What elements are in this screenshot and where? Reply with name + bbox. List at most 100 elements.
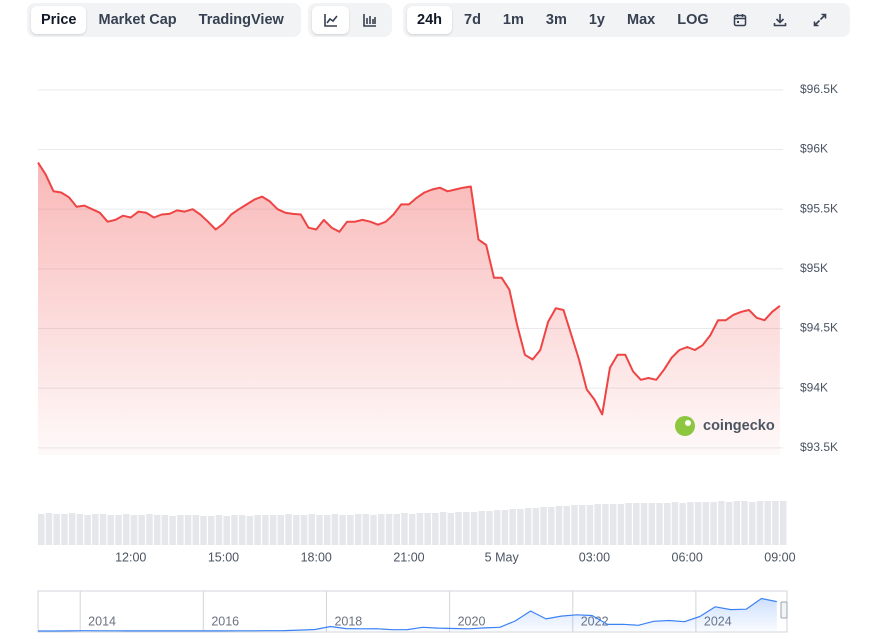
volume-bar bbox=[725, 502, 733, 545]
line-chart-button[interactable] bbox=[312, 6, 349, 34]
download-icon bbox=[773, 14, 786, 27]
x-tick-label: 2020 bbox=[458, 614, 486, 628]
chart-style-tabs bbox=[308, 3, 392, 37]
volume-bar bbox=[748, 502, 756, 545]
tab-button[interactable]: 1y bbox=[588, 12, 605, 28]
volume-bar bbox=[238, 515, 246, 545]
x-tick-label: 18:00 bbox=[301, 550, 332, 564]
volume-bar bbox=[293, 515, 300, 545]
volume-bar bbox=[76, 514, 84, 545]
range-buttons: 24h 7d 1m 3m 1y Max LOG bbox=[407, 6, 719, 34]
y-tick-label: $93.5K bbox=[800, 440, 838, 454]
volume-bar bbox=[455, 512, 462, 545]
volume-bar bbox=[153, 515, 161, 545]
volume-bar bbox=[408, 514, 416, 545]
volume-bar bbox=[609, 504, 617, 545]
volume-bar bbox=[694, 502, 702, 545]
volume-bar bbox=[107, 515, 115, 545]
volume-bar bbox=[354, 514, 362, 545]
area bbox=[38, 162, 780, 455]
volume-bar bbox=[68, 513, 76, 545]
volume-bar bbox=[146, 514, 153, 545]
volume-bar bbox=[486, 511, 493, 545]
volume-bar bbox=[316, 515, 323, 545]
x-tick-label: 2014 bbox=[88, 614, 116, 628]
candle-chart-button[interactable] bbox=[351, 6, 388, 34]
tab-button[interactable]: 24h bbox=[407, 6, 452, 34]
tab-button[interactable]: Price bbox=[31, 6, 87, 34]
fullscreen-button[interactable] bbox=[801, 6, 839, 34]
volume-bar bbox=[138, 515, 145, 545]
volume-bar bbox=[208, 516, 215, 545]
volume-bar bbox=[432, 513, 439, 545]
watermark-logo-eye bbox=[685, 420, 691, 426]
candle-icon bbox=[362, 14, 376, 27]
tab-button[interactable]: 1m bbox=[502, 12, 524, 28]
volume-bar bbox=[277, 515, 285, 545]
volume-bar bbox=[463, 512, 470, 545]
tab-button[interactable]: Max bbox=[627, 12, 656, 28]
volume-bar bbox=[347, 515, 354, 545]
y-tick-label: $96K bbox=[800, 142, 828, 156]
tab-button[interactable]: LOG bbox=[677, 12, 709, 28]
volume-bar bbox=[447, 513, 455, 545]
tab-button[interactable]: Market Cap bbox=[98, 12, 177, 28]
volume-bar bbox=[617, 504, 625, 545]
volume-bar bbox=[161, 515, 169, 545]
volume-bar bbox=[493, 510, 501, 545]
volume-bar bbox=[269, 515, 277, 545]
volume-bar bbox=[625, 503, 632, 545]
volume-bar bbox=[772, 501, 779, 545]
y-tick-label: $96.5K bbox=[800, 82, 838, 96]
volume-bar bbox=[45, 513, 53, 545]
volume-bar bbox=[509, 509, 516, 545]
volume-bar bbox=[779, 501, 787, 545]
volume-bar bbox=[532, 508, 540, 545]
volume-bar bbox=[640, 503, 648, 545]
range-tabs: 24h 7d 1m 3m 1y Max LOG bbox=[403, 3, 850, 37]
volume-bar bbox=[362, 514, 370, 545]
volume-bar bbox=[308, 514, 315, 545]
volume-bar bbox=[524, 508, 532, 545]
volume-bar bbox=[439, 512, 447, 545]
volume-bar bbox=[656, 503, 663, 545]
volume-bar bbox=[594, 504, 601, 545]
volume-bar bbox=[130, 515, 138, 545]
volume-bar bbox=[192, 515, 200, 545]
line-icon bbox=[323, 14, 338, 27]
volume-bar bbox=[578, 505, 586, 545]
volume-bar bbox=[648, 503, 656, 545]
tab-button[interactable]: 3m bbox=[545, 12, 567, 28]
volume-bar bbox=[231, 515, 238, 545]
tab-button[interactable]: TradingView bbox=[198, 12, 284, 28]
price-line bbox=[38, 597, 777, 632]
expand-icon bbox=[813, 13, 826, 27]
volume-bar bbox=[563, 506, 571, 545]
x-tick-label: 15:00 bbox=[208, 550, 239, 564]
watermark-logo bbox=[675, 416, 695, 436]
volume-bar bbox=[710, 502, 717, 545]
volume-bar bbox=[115, 515, 122, 545]
volume-bar bbox=[478, 511, 486, 545]
volume-bar bbox=[718, 501, 725, 545]
x-tick-label: 2016 bbox=[211, 614, 239, 628]
volume-bar bbox=[262, 515, 269, 545]
calendar-button[interactable] bbox=[721, 6, 759, 34]
volume-bar bbox=[99, 514, 107, 545]
volume-bar bbox=[177, 515, 184, 545]
volume-bar bbox=[123, 514, 130, 545]
volume-bar bbox=[741, 501, 748, 545]
x-tick-label: 12:00 bbox=[115, 550, 146, 564]
volume-bar bbox=[246, 516, 254, 545]
x-tick-label: 09:00 bbox=[764, 550, 795, 564]
volume-bar bbox=[470, 512, 478, 545]
download-button[interactable] bbox=[761, 6, 799, 34]
x-tick-label: 03:00 bbox=[579, 550, 610, 564]
volume-bar bbox=[764, 501, 771, 545]
volume-bar bbox=[633, 503, 640, 545]
tab-button[interactable]: 7d bbox=[464, 12, 481, 28]
volume-bar bbox=[61, 514, 68, 545]
volume-bar bbox=[53, 514, 60, 545]
watermark: coingecko bbox=[703, 418, 775, 434]
